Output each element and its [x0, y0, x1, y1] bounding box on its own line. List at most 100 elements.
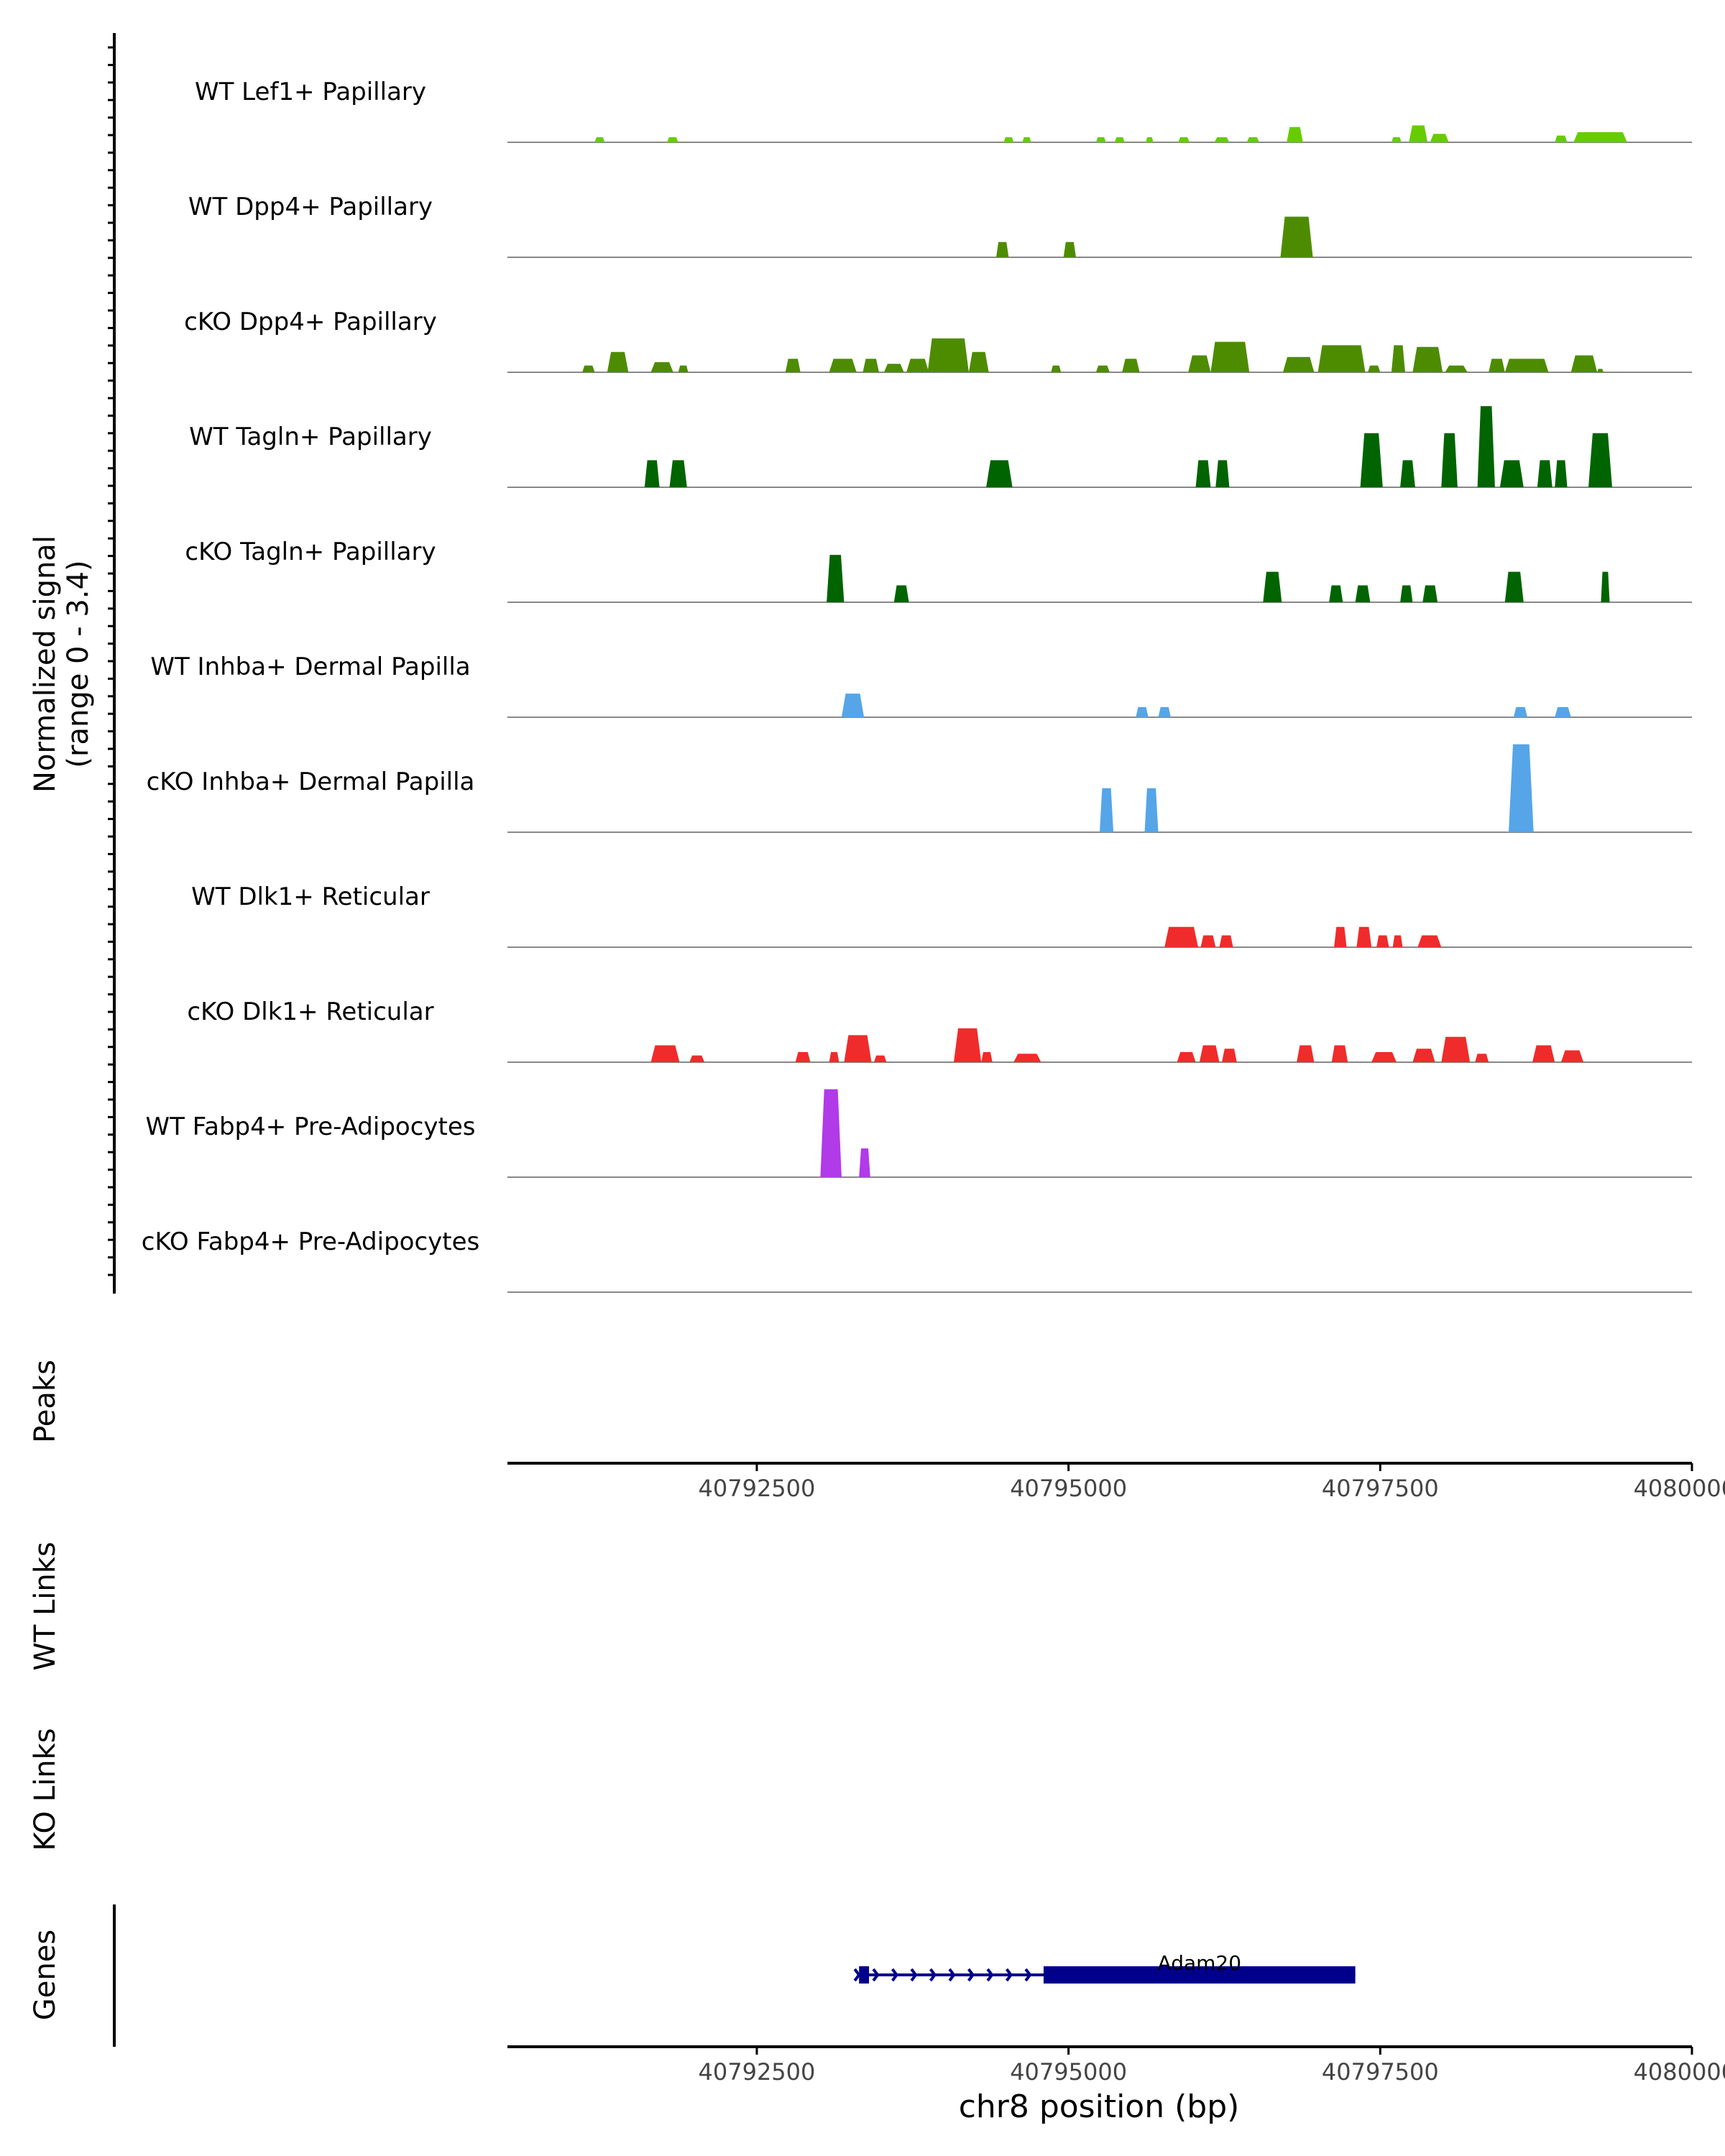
coverage-peak	[1144, 788, 1159, 832]
coverage-tracks: WT Lef1+ Papillary WT Dpp4+ Papillary cKO …	[142, 78, 1692, 1293]
genes-track-label: Genes	[29, 1930, 62, 2020]
peaks-track-label: Peaks	[29, 1360, 62, 1443]
coverage-peak	[1601, 571, 1610, 602]
track-label: WT Tagln+ Papillary	[189, 423, 432, 451]
coverage-peak	[893, 585, 909, 602]
track-wt-fabp4-pre-adipocytes: WT Fabp4+ Pre-Adipocytes	[146, 1089, 1692, 1178]
coverage-peak	[1368, 365, 1381, 372]
coverage-peak	[1441, 433, 1458, 487]
coverage-peak	[1537, 460, 1552, 487]
coverage-peak	[827, 555, 845, 602]
coverage-peak	[883, 364, 904, 372]
coverage-peak	[1178, 137, 1190, 142]
coverage-peak	[650, 1045, 680, 1062]
gene-strand-arrow	[929, 1968, 937, 1982]
coverage-peak	[1489, 359, 1505, 372]
coverage-peak	[1158, 706, 1171, 717]
coverage-peak	[1475, 1054, 1489, 1062]
coverage-peak	[1199, 1045, 1220, 1062]
coverage-peak	[1513, 706, 1527, 717]
coverage-peak	[1063, 241, 1076, 257]
coverage-peak	[582, 365, 595, 372]
coverage-peak	[1022, 137, 1031, 142]
gene-strand-arrow	[1005, 1968, 1013, 1982]
gene-label-adam20: Adam20	[1158, 1951, 1242, 1975]
track-wt-tagln-papillary: WT Tagln+ Papillary	[189, 406, 1692, 488]
coverage-peak	[1499, 460, 1524, 487]
coverage-peak	[927, 338, 969, 372]
coverage-peak	[1400, 460, 1415, 487]
track-cko-dpp4-papillary: cKO Dpp4+ Papillary	[184, 308, 1692, 373]
track-cko-tagln-papillary: cKO Tagln+ Papillary	[185, 538, 1692, 603]
gene-model	[853, 1966, 1356, 1984]
coverage-peak	[1445, 365, 1468, 372]
coverage-peak	[667, 137, 678, 142]
coverage-peak	[996, 241, 1009, 257]
coverage-peak	[874, 1055, 887, 1062]
x-tick-label: 40800000	[1634, 2058, 1725, 2086]
coverage-peak	[1356, 926, 1372, 947]
ko-links-label: KO Links	[29, 1728, 62, 1851]
coverage-peak	[1051, 365, 1062, 372]
coverage-peak	[650, 361, 673, 372]
coverage-peak	[1100, 788, 1114, 832]
coverage-peak	[981, 1051, 993, 1062]
track-label: cKO Inhba+ Dermal Papilla	[147, 768, 475, 796]
coverage-peak	[1146, 137, 1154, 142]
coverage-peak	[1376, 935, 1389, 947]
coverage-peak	[1003, 137, 1014, 142]
coverage-peak	[1136, 706, 1149, 717]
track-label: cKO Dpp4+ Papillary	[184, 308, 437, 336]
coverage-peak	[1360, 433, 1383, 487]
coverage-peak	[1219, 935, 1233, 947]
track-wt-dpp4-papillary: WT Dpp4+ Papillary	[188, 193, 1692, 258]
coverage-peak	[678, 365, 689, 372]
coverage-peak	[1422, 585, 1438, 602]
coverage-peak	[1329, 585, 1343, 602]
coverage-peak	[1555, 135, 1568, 142]
x-tick-label: 40795000	[1010, 1475, 1127, 1502]
coverage-peak	[1509, 744, 1534, 832]
coverage-peak	[1392, 935, 1403, 947]
coverage-peak	[1412, 1049, 1435, 1062]
coverage-peak	[1200, 935, 1216, 947]
x-tick-label: 40792500	[699, 1475, 816, 1502]
gene-strand-arrow	[948, 1968, 956, 1982]
coverage-peak	[1560, 1050, 1584, 1062]
track-cko-inhba-dermal-papilla: cKO Inhba+ Dermal Papilla	[147, 744, 1692, 833]
coverage-peak	[859, 1148, 870, 1177]
coverage-peak	[1504, 571, 1524, 602]
gene-strand-arrow	[853, 1968, 861, 1982]
coverage-peak	[1573, 132, 1627, 142]
track-label: WT Dlk1+ Reticular	[191, 883, 430, 911]
coverage-peak	[1555, 706, 1571, 717]
coverage-peak	[1195, 460, 1211, 487]
wt-links-label: WT Links	[29, 1542, 62, 1670]
coverage-peak	[1122, 359, 1140, 372]
coverage-peak	[1412, 346, 1443, 372]
coverage-y-label-line1: Normalized signal	[29, 535, 62, 793]
coverage-peak	[1400, 585, 1413, 602]
coverage-peak	[1214, 137, 1230, 142]
gene-exon	[1043, 1966, 1356, 1984]
x-axis-title: chr8 position (bp)	[959, 2088, 1240, 2125]
track-label: WT Lef1+ Papillary	[195, 78, 426, 106]
coverage-peak	[594, 137, 605, 142]
coverage-y-axis	[108, 33, 116, 1294]
track-label: WT Inhba+ Dermal Papilla	[150, 653, 470, 681]
coverage-peak	[1334, 926, 1347, 947]
coverage-peak	[607, 351, 629, 372]
coverage-peak	[1441, 1036, 1471, 1062]
coverage-peak	[1391, 137, 1402, 142]
gene-exon	[859, 1966, 870, 1984]
x-tick-label: 40795000	[1010, 2058, 1127, 2086]
coverage-peak	[1114, 137, 1125, 142]
coverage-peak	[906, 359, 929, 372]
coverage-peak	[1164, 926, 1198, 947]
coverage-peak	[1504, 359, 1549, 372]
coverage-peak	[1287, 126, 1303, 142]
coverage-peak	[986, 460, 1013, 487]
coverage-peak	[820, 1089, 842, 1177]
coverage-peak	[844, 1035, 872, 1062]
